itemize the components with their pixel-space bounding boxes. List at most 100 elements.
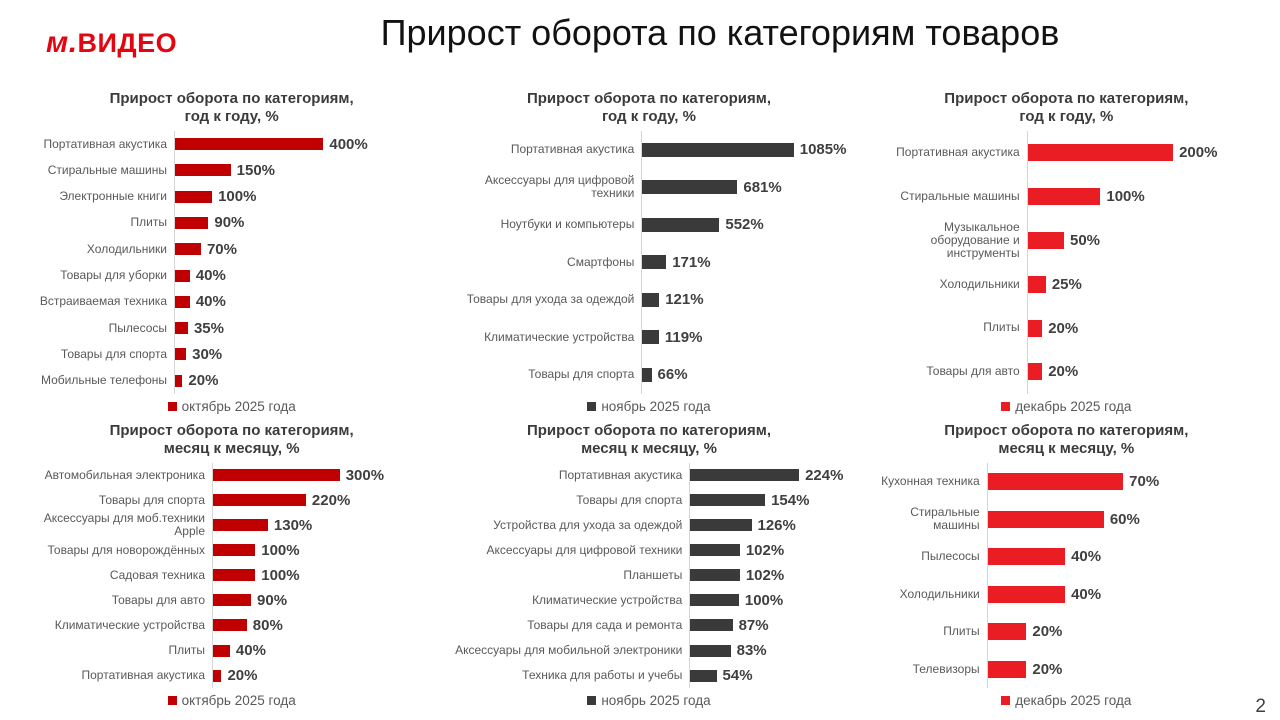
category-label: Пылесосы (921, 549, 980, 563)
bar-row: Плиты 40% (28, 637, 435, 664)
bar (690, 594, 739, 607)
category-label: Стиральные машины (900, 189, 1020, 204)
bar-row: Аксессуары для мобильной электроники 83% (445, 637, 852, 664)
bar-row: Автомобильная электроника 300% (28, 462, 435, 488)
bar-row: Техника для работы и учебы 54% (445, 663, 852, 689)
bar-track: 100% (174, 183, 435, 210)
value-label: 54% (722, 667, 753, 685)
bar (690, 469, 800, 482)
value-label: 300% (345, 466, 385, 484)
legend-swatch (587, 401, 597, 411)
chart-plot-area: Портативная акустика 1085% Аксессуары для … (445, 131, 852, 394)
bar-row: Товары для ухода за одеждой 121% (445, 281, 852, 319)
bar-row: Товары для спорта 154% (445, 487, 852, 513)
value-label: 121% (665, 291, 704, 309)
category-label: Климатические устройства (532, 592, 683, 607)
logo-m-prefix: м. (46, 26, 78, 59)
bar-track: 50% (1026, 218, 1270, 263)
bar-row: Электронные книги 100% (28, 183, 435, 210)
legend-label: октябрь 2025 года (181, 398, 296, 414)
category-label: Смартфоны (567, 254, 635, 269)
value-label: 102% (745, 541, 785, 559)
bar-row: Плиты 90% (28, 209, 435, 237)
chart-legend: октябрь 2025 года (28, 394, 435, 420)
category-label: Плиты (130, 215, 167, 230)
value-label: 66% (657, 366, 688, 384)
bar (690, 519, 752, 532)
bar-track: 40% (174, 288, 435, 315)
bar (175, 295, 190, 308)
value-label: 100% (218, 188, 257, 206)
chart-title-line2: месяц к месяцу, % (998, 439, 1135, 457)
chart-title-line1: Прирост оборота по категориям, (944, 421, 1189, 439)
bar-row: Планшеты 102% (445, 562, 852, 588)
value-label: 171% (672, 253, 711, 271)
bar (175, 164, 231, 177)
bar-track: 35% (174, 314, 435, 342)
chart-5: Прирост оборота по категориям, месяц к ме… (443, 420, 854, 714)
chart-title: Прирост оборота по категориям, месяц к ме… (445, 422, 852, 458)
value-label: 50% (1070, 231, 1101, 249)
bar (690, 619, 733, 632)
chart-legend: ноябрь 2025 года (445, 688, 852, 714)
value-label: 154% (771, 491, 810, 509)
bar-track: 224% (689, 462, 852, 488)
chart-6: Прирост оборота по категориям, месяц к ме… (861, 420, 1272, 714)
bar-track: 121% (641, 281, 852, 319)
legend-swatch (587, 695, 597, 705)
bar-track: 25% (1026, 262, 1270, 307)
category-label: Товары для авто (111, 592, 205, 607)
bar-track: 66% (641, 356, 852, 394)
bar-row: Товары для спорта 66% (445, 356, 852, 394)
value-label: 220% (311, 491, 351, 509)
logo-suffix: ВИДЕО (77, 28, 178, 58)
value-label: 25% (1051, 275, 1082, 293)
bar (987, 623, 1027, 641)
value-label: 40% (195, 267, 226, 285)
value-label: 100% (261, 566, 300, 584)
chart-title-line2: месяц к месяцу, % (163, 439, 300, 457)
category-label: Автомобильная электроника (44, 467, 205, 482)
value-label: 100% (744, 591, 784, 609)
bar-row: Портативная акустика 20% (28, 663, 435, 689)
bar-row: Товары для спорта 30% (28, 341, 435, 368)
bar-track: 154% (689, 487, 852, 513)
chart-title-line2: год к году, % (184, 108, 279, 125)
bar (690, 544, 740, 557)
value-label: 102% (745, 566, 785, 584)
bar-row: Аксессуары для цифровой техники 681% (445, 168, 852, 207)
bar-row: Товары для авто 20% (863, 349, 1270, 394)
category-label: Товары для авто (926, 364, 1020, 379)
bar-row: Садовая техника 100% (28, 562, 435, 588)
bar (175, 374, 183, 387)
bar-row: Климатические устройства 100% (445, 587, 852, 613)
bar-track: 54% (689, 663, 852, 689)
category-label: Товары для ухода за одеждой (466, 292, 635, 307)
value-label: 40% (1071, 548, 1102, 566)
category-label: Холодильники (86, 241, 167, 256)
category-label: Пылесосы (108, 320, 167, 335)
chart-title-line1: Прирост оборота по категориям, (109, 421, 354, 439)
bar-track: 70% (174, 236, 435, 263)
value-label: 20% (1032, 660, 1063, 678)
value-label: 681% (743, 178, 782, 196)
value-label: 200% (1179, 144, 1218, 162)
category-label: Климатические устройства (484, 329, 635, 344)
bar-row: Портативная акустика 1085% (445, 131, 852, 169)
bar (213, 494, 306, 507)
chart-title-line1: Прирост оборота по категориям, (944, 90, 1189, 107)
category-label: Электронные книги (59, 189, 167, 204)
category-label: Холодильники (939, 276, 1020, 291)
bar (1027, 188, 1101, 206)
value-label: 130% (273, 516, 313, 534)
value-label: 1085% (799, 141, 847, 159)
bar-row: Ноутбуки и компьютеры 552% (445, 206, 852, 244)
category-label: Аксессуары для цифровой техники (486, 542, 683, 557)
bar (690, 669, 717, 682)
bar-row: Встраиваемая техника 40% (28, 288, 435, 315)
value-label: 83% (736, 642, 767, 659)
bar (213, 544, 256, 557)
bar-track: 90% (174, 209, 435, 237)
category-label: Товары для спорта (576, 492, 683, 507)
category-label: Техника для работы и учебы (522, 667, 683, 682)
